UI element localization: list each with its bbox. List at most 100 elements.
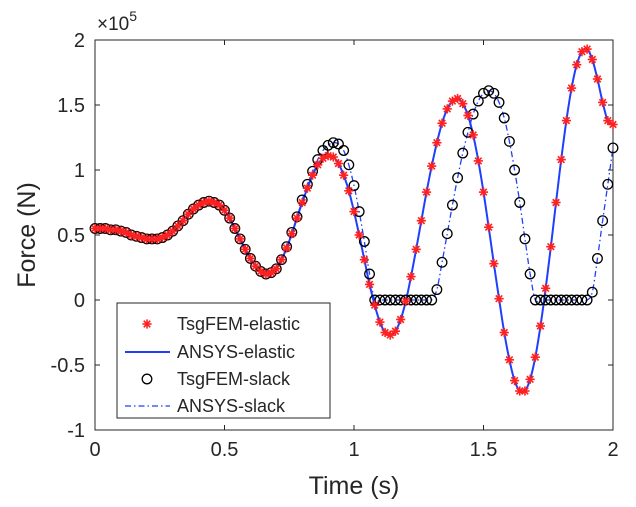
data-point-tsgfem-slack [488, 87, 500, 99]
legend-box [116, 302, 331, 419]
data-point-tsgfem-elastic [188, 204, 199, 214]
data-point-tsgfem-elastic [566, 83, 577, 93]
data-point-tsgfem-slack [322, 139, 334, 151]
data-point-tsgfem-slack [244, 252, 256, 264]
data-point-tsgfem-slack [524, 268, 536, 280]
data-point-tsgfem-slack [483, 85, 495, 97]
data-point-tsgfem-slack [555, 294, 567, 306]
data-point-tsgfem-elastic [499, 327, 509, 338]
data-point-tsgfem-elastic [313, 160, 323, 170]
data-point-tsgfem-slack [348, 180, 360, 192]
data-point-tsgfem-elastic [292, 213, 302, 223]
data-point-tsgfem-slack [436, 256, 448, 268]
data-point-tsgfem-elastic [287, 229, 297, 239]
data-point-tsgfem-slack [576, 294, 588, 306]
data-point-tsgfem-slack [327, 137, 339, 149]
data-point-tsgfem-slack [602, 178, 614, 190]
data-point-tsgfem-elastic [354, 230, 364, 240]
data-point-tsgfem-slack [239, 243, 251, 255]
y-tick-label: 1.5 [57, 95, 85, 117]
legend-item-ansys-elastic: ANSYS-elastic [125, 342, 295, 362]
data-point-tsgfem-slack [529, 294, 541, 306]
data-point-tsgfem-elastic [478, 187, 489, 197]
series-line-ansys-slack [95, 90, 614, 303]
legend: TsgFEM-elastic ANSYS-elastic TsgFEM-slack A… [116, 302, 331, 419]
legend-label: TsgFEM-slack [177, 369, 291, 389]
legend-item-tsgfem-slack: TsgFEM-slack [141, 369, 291, 389]
data-point-tsgfem-slack [503, 135, 515, 147]
data-point-tsgfem-slack [446, 199, 458, 211]
y-multiplier-label: ×105 [97, 8, 137, 35]
legend-swatch [141, 373, 153, 385]
data-point-tsgfem-elastic [437, 118, 447, 128]
data-point-tsgfem-elastic [297, 197, 307, 208]
data-point-tsgfem-slack [566, 294, 578, 306]
legend-label: ANSYS-elastic [177, 342, 295, 362]
legend-label: ANSYS-slack [177, 396, 286, 416]
data-point-tsgfem-elastic [561, 116, 571, 126]
data-point-tsgfem-slack [514, 197, 526, 208]
data-point-tsgfem-slack [509, 164, 521, 176]
y-tick-label: 0.5 [57, 225, 85, 247]
data-point-tsgfem-slack [441, 228, 453, 240]
data-point-tsgfem-slack [426, 294, 438, 306]
data-point-tsgfem-slack [389, 294, 401, 306]
legend-item-ansys-slack: ANSYS-slack [125, 396, 286, 416]
data-point-tsgfem-slack [498, 112, 510, 124]
data-point-tsgfem-elastic [442, 104, 452, 114]
data-point-tsgfem-slack [597, 215, 609, 227]
data-point-tsgfem-slack [519, 233, 531, 245]
data-point-tsgfem-slack [224, 212, 236, 224]
data-point-tsgfem-elastic [458, 99, 468, 109]
data-point-tsgfem-slack [358, 236, 370, 247]
data-point-tsgfem-elastic [504, 355, 514, 365]
data-point-tsgfem-elastic [535, 321, 546, 331]
data-point-tsgfem-slack [571, 294, 583, 306]
data-point-tsgfem-elastic [396, 314, 406, 325]
data-point-tsgfem-slack [379, 294, 391, 306]
data-point-tsgfem-slack [234, 233, 246, 245]
data-point-tsgfem-elastic [411, 244, 421, 254]
data-point-tsgfem-elastic [427, 161, 437, 171]
data-point-tsgfem-elastic [162, 230, 173, 240]
data-point-tsgfem-elastic [592, 74, 603, 84]
data-point-tsgfem-elastic [250, 261, 261, 271]
data-point-tsgfem-elastic [603, 116, 613, 126]
x-tick-label: 0 [89, 439, 100, 461]
data-point-tsgfem-elastic [463, 110, 473, 120]
data-point-tsgfem-slack [478, 87, 489, 99]
data-point-tsgfem-slack [219, 204, 230, 216]
data-point-tsgfem-elastic [339, 170, 349, 180]
data-point-tsgfem-elastic [484, 222, 494, 232]
x-axis-label: Time (s) [309, 472, 400, 500]
data-point-tsgfem-elastic [520, 386, 530, 396]
data-point-tsgfem-slack [333, 138, 344, 150]
data-point-tsgfem-elastic [328, 152, 338, 162]
legend-item-tsgfem-elastic: TsgFEM-elastic [142, 314, 300, 334]
data-point-tsgfem-elastic [406, 272, 416, 282]
data-point-tsgfem-slack [550, 294, 562, 306]
data-point-tsgfem-slack [472, 95, 484, 107]
data-point-tsgfem-elastic [225, 213, 235, 223]
data-point-tsgfem-elastic [509, 376, 520, 386]
y-tick-label: -1 [67, 420, 85, 442]
data-point-tsgfem-elastic [364, 279, 375, 289]
data-point-tsgfem-elastic [587, 54, 597, 65]
data-point-tsgfem-slack [493, 96, 505, 108]
legend-swatch [142, 319, 152, 329]
data-point-tsgfem-elastic [235, 234, 245, 244]
data-point-tsgfem-slack [229, 223, 241, 234]
data-point-tsgfem-slack [431, 284, 443, 296]
data-point-tsgfem-slack [343, 159, 355, 171]
data-point-tsgfem-elastic [307, 170, 318, 180]
series-ansys-slack [95, 90, 614, 303]
data-point-tsgfem-elastic [572, 60, 582, 70]
y-tick-label: 1 [74, 160, 85, 182]
y-exponent-label: 5 [129, 8, 137, 24]
y-axis-label: Force (N) [13, 182, 41, 288]
data-point-tsgfem-elastic [271, 264, 281, 274]
data-point-tsgfem-elastic [266, 268, 276, 278]
data-point-tsgfem-slack [545, 294, 557, 306]
y-tick-label: -0.5 [51, 355, 85, 377]
